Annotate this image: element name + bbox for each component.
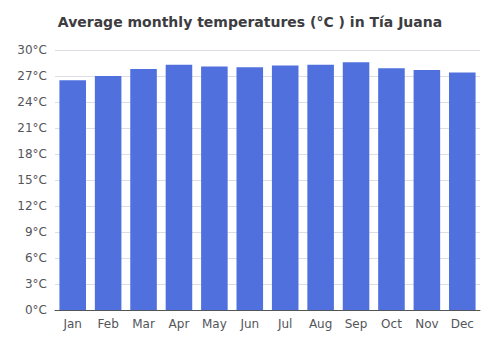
svg-text:15°C: 15°C — [17, 173, 47, 187]
svg-text:30°C: 30°C — [17, 43, 47, 57]
svg-text:Nov: Nov — [415, 317, 438, 331]
svg-text:Oct: Oct — [381, 317, 402, 331]
svg-text:27°C: 27°C — [17, 69, 47, 83]
svg-text:Mar: Mar — [132, 317, 155, 331]
svg-text:Jan: Jan — [62, 317, 82, 331]
svg-text:Sep: Sep — [345, 317, 368, 331]
svg-text:12°C: 12°C — [17, 199, 47, 213]
svg-text:9°C: 9°C — [25, 225, 47, 239]
svg-text:Average monthly temperatures (: Average monthly temperatures (°C ) in Tí… — [58, 14, 442, 30]
svg-text:Jun: Jun — [239, 317, 259, 331]
svg-text:21°C: 21°C — [17, 121, 47, 135]
svg-text:Jul: Jul — [277, 317, 292, 331]
svg-text:3°C: 3°C — [25, 277, 47, 291]
svg-text:Dec: Dec — [451, 317, 474, 331]
svg-text:Aug: Aug — [309, 317, 332, 331]
svg-text:6°C: 6°C — [25, 251, 47, 265]
svg-text:24°C: 24°C — [17, 95, 47, 109]
svg-text:18°C: 18°C — [17, 147, 47, 161]
svg-text:Feb: Feb — [98, 317, 119, 331]
svg-text:0°C: 0°C — [25, 303, 47, 317]
svg-text:Apr: Apr — [169, 317, 190, 331]
svg-text:May: May — [202, 317, 227, 331]
